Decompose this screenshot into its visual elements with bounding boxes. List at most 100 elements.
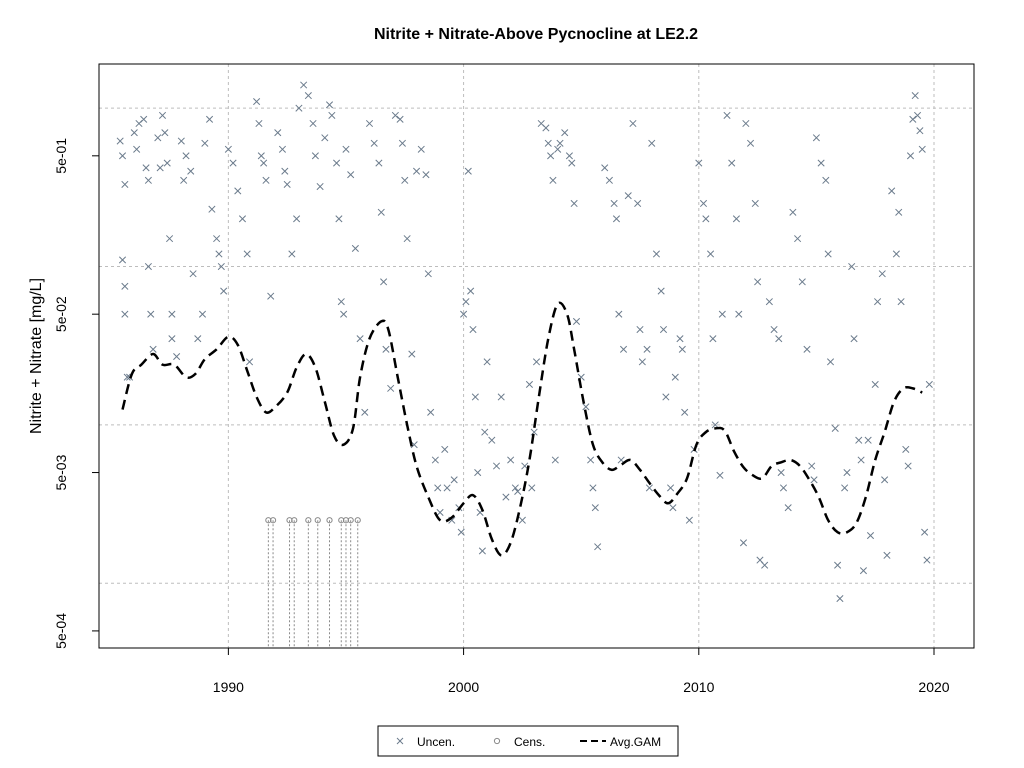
uncensored-point: [587, 456, 595, 464]
uncensored-point: [739, 539, 748, 547]
uncensored-point-stroke: [116, 137, 124, 145]
uncensored-point: [365, 119, 374, 128]
uncensored-point-stroke: [685, 516, 693, 524]
uncensored-point-stroke: [464, 167, 472, 175]
uncensored-point-stroke: [841, 484, 849, 492]
uncensored-point-stroke: [911, 92, 919, 100]
uncensored-point: [166, 235, 174, 243]
uncensored-point: [443, 484, 451, 492]
uncensored-point-stroke: [335, 215, 343, 223]
uncensored-point-stroke: [756, 556, 764, 564]
uncensored-point: [878, 270, 886, 278]
x-axis: 1990 2000 2010 2020: [213, 648, 950, 695]
uncensored-point: [909, 115, 917, 123]
uncensored-point-stroke: [441, 445, 449, 453]
uncensored-point-stroke: [166, 235, 174, 243]
uncensored-point: [570, 199, 578, 208]
uncensored-point-stroke: [735, 310, 743, 318]
uncensored-point: [262, 176, 270, 184]
uncensored-point-stroke: [213, 235, 221, 243]
uncensored-point: [532, 358, 541, 366]
uncensored-point-stroke: [549, 176, 557, 184]
uncensored-point: [549, 176, 557, 184]
uncensored-point-stroke: [123, 373, 131, 381]
uncensored-point: [718, 310, 726, 318]
uncensored-point: [205, 115, 214, 123]
uncensored-point: [572, 317, 581, 325]
uncensored-point-stroke: [881, 476, 889, 484]
uncensored-point: [387, 384, 395, 392]
uncensored-point: [518, 516, 526, 524]
uncensored-point-stroke: [761, 561, 769, 569]
uncensored-point: [434, 484, 442, 492]
uncensored-point: [659, 325, 668, 334]
uncensored-point: [803, 345, 811, 353]
uncensored-point: [213, 235, 221, 243]
uncensored-point-stroke: [615, 310, 623, 318]
uncensored-point-stroke: [591, 504, 599, 512]
uncensored-point: [422, 171, 430, 179]
uncensored-point: [130, 129, 138, 137]
uncensored-point-stroke: [921, 528, 929, 536]
uncensored-point: [177, 137, 185, 145]
uncensored-point-stroke: [274, 129, 282, 137]
uncensored-point-stroke: [300, 81, 308, 89]
uncensored-point: [761, 561, 769, 569]
uncensored-point-stroke: [412, 167, 421, 175]
uncensored-point-stroke: [667, 484, 675, 492]
uncensored-point: [431, 456, 439, 464]
uncensored-point-stroke: [177, 137, 185, 145]
uncensored-point: [699, 199, 708, 208]
uncensored-point-stroke: [283, 180, 291, 188]
uncensored-point-stroke: [361, 408, 369, 416]
uncensored-point-stroke: [462, 298, 470, 306]
uncensored-point: [180, 176, 188, 184]
y-tick-label: 5e-01: [53, 138, 69, 174]
uncensored-point: [187, 167, 195, 175]
uncensored-point: [173, 353, 181, 361]
uncensored-point: [678, 345, 686, 353]
uncensored-point-stroke: [293, 215, 301, 223]
uncensored-point-stroke: [556, 139, 564, 147]
uncensored-point-stroke: [866, 532, 875, 540]
uncensored-point-stroke: [278, 145, 287, 153]
uncensored-point: [826, 358, 835, 366]
uncensored-point: [514, 487, 522, 495]
uncensored-point-stroke: [878, 270, 886, 278]
uncensored-point: [142, 164, 150, 172]
uncensored-point-stroke: [262, 176, 270, 184]
uncensored-point: [735, 310, 743, 318]
uncensored-point-stroke: [775, 335, 783, 343]
uncensored-point-stroke: [812, 134, 820, 142]
uncensored-point: [843, 468, 851, 477]
uncensored-point: [335, 215, 343, 223]
uncensored-point-stroke: [149, 345, 157, 353]
uncensored-point-stroke: [746, 139, 755, 147]
uncensored-point: [612, 215, 621, 223]
uncensored-point-stroke: [467, 287, 475, 295]
uncensored-point: [351, 244, 359, 253]
uncensored-point-stroke: [403, 235, 411, 243]
grid-lines: [99, 64, 974, 648]
uncensored-point: [601, 164, 609, 172]
uncensored-point-stroke: [161, 129, 169, 137]
uncensored-point: [257, 152, 265, 160]
censored-point: [291, 517, 298, 524]
uncensored-point: [916, 127, 924, 135]
uncensored-point: [492, 462, 501, 470]
uncensored-point: [316, 182, 324, 191]
uncensored-point-stroke: [187, 167, 195, 175]
uncensored-point: [648, 139, 656, 147]
uncensored-point: [436, 508, 444, 516]
uncensored-point-stroke: [638, 358, 646, 366]
uncensored-point-stroke: [834, 561, 842, 569]
uncensored-point-stroke: [471, 393, 479, 401]
legend-circle-marker: [493, 737, 501, 745]
uncensored-point-stroke: [634, 199, 642, 208]
uncensored-point-stroke: [267, 292, 275, 300]
uncensored-point-stroke: [671, 373, 679, 381]
uncensored-point: [507, 456, 515, 464]
uncensored-point-stroke: [895, 208, 903, 216]
uncensored-point-stroke: [401, 176, 409, 184]
uncensored-point: [888, 187, 896, 195]
